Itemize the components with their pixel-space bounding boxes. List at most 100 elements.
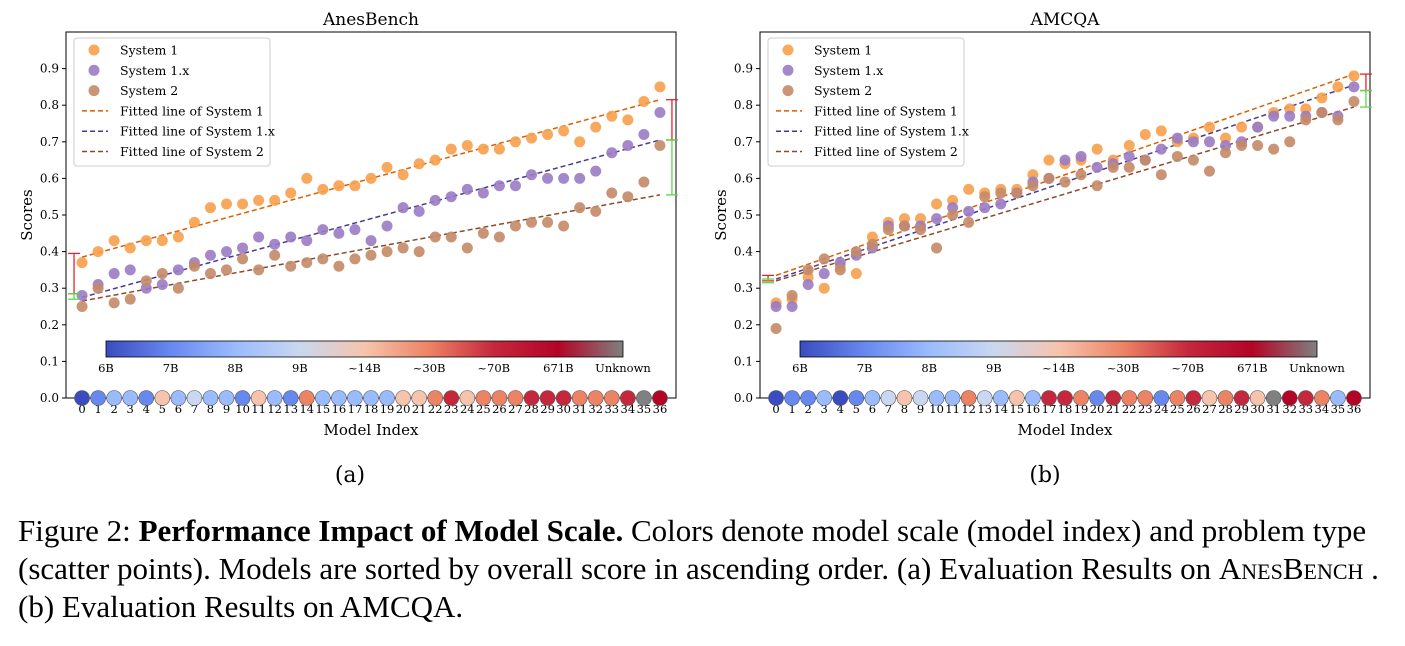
data-point	[1300, 114, 1312, 126]
model-scale-dot	[475, 390, 492, 406]
data-point	[429, 194, 441, 206]
x-tick-label: 33	[1298, 402, 1313, 416]
colorbar-label: 6B	[98, 361, 114, 375]
model-scale-dot	[491, 390, 508, 406]
x-tick-label: 34	[621, 402, 636, 416]
y-tick-label: 0.3	[40, 281, 59, 295]
model-scale-dot	[1089, 390, 1105, 406]
panel-label-a: (a)	[335, 463, 365, 488]
data-point	[397, 169, 409, 181]
data-point	[850, 246, 862, 258]
model-scale-dot	[507, 390, 524, 406]
legend-marker	[782, 64, 794, 76]
colorbar-label: 671B	[543, 361, 573, 375]
x-tick-label: 27	[1202, 402, 1217, 416]
data-point	[156, 268, 168, 280]
model-scale-dot	[976, 390, 993, 406]
data-point	[1284, 110, 1296, 122]
model-scale-dot	[1185, 390, 1202, 406]
legend-label: System 1.x	[120, 63, 189, 78]
chart-anesbench: AnesBench 0.0 0.1 0.2 0.3 0.4 0.5 0.6 0.7 0.8 0.9 S…	[18, 10, 678, 439]
x-tick-label: 7	[191, 402, 198, 416]
data-point	[221, 246, 233, 258]
data-point	[526, 169, 538, 181]
data-point	[606, 110, 618, 122]
data-point	[947, 209, 959, 221]
data-point	[931, 213, 943, 225]
model-scale-dot	[896, 390, 913, 406]
model-scale-dot	[315, 390, 331, 406]
x-tick-label: 2	[110, 402, 117, 416]
colorbar-label: 6B	[792, 361, 808, 375]
colorbar-label: 8B	[227, 361, 243, 375]
x-tick-label: 1	[94, 402, 101, 416]
model-scale-dot	[587, 390, 604, 406]
x-tick-label: 22	[428, 402, 443, 416]
data-point	[1059, 176, 1071, 188]
data-point	[76, 257, 88, 269]
data-point	[477, 227, 489, 239]
data-point	[1123, 150, 1135, 162]
y-tick-label: 0.6	[734, 171, 753, 185]
model-scale-dot	[459, 390, 476, 406]
model-scale-dot	[218, 390, 235, 406]
data-point	[381, 246, 393, 258]
y-tick-label: 0.7	[40, 135, 59, 149]
data-point	[156, 235, 168, 247]
data-point	[1203, 121, 1215, 133]
x-tick-label: 5	[159, 402, 166, 416]
data-point	[834, 264, 846, 276]
model-scale-dot	[555, 390, 572, 406]
data-point	[349, 253, 361, 265]
data-point	[92, 246, 104, 258]
x-tick-label: 30	[556, 402, 571, 416]
legend-label: Fitted line of System 1.x	[814, 124, 969, 139]
model-scale-dot	[880, 390, 897, 406]
y-tick-label: 0.5	[40, 208, 59, 222]
data-point	[542, 128, 554, 140]
data-point	[1043, 154, 1055, 166]
data-point	[1043, 172, 1055, 184]
x-tick-label: 24	[1154, 402, 1169, 416]
data-point	[606, 147, 618, 159]
x-tick-label: 6	[869, 402, 876, 416]
data-point	[365, 235, 377, 247]
data-point	[1107, 161, 1119, 173]
model-scale-dot	[138, 390, 155, 406]
x-tick-label: 11	[251, 402, 266, 416]
data-point	[898, 220, 910, 232]
data-point	[1059, 154, 1071, 166]
legend-marker	[782, 44, 794, 56]
model-scale-dot	[992, 390, 1009, 406]
colorbar-label: ~30B	[413, 361, 446, 375]
figure-caption: Figure 2: Performance Impact of Model Sc…	[18, 512, 1388, 626]
colorbar-label: ~14B	[348, 361, 381, 375]
data-point	[493, 143, 505, 155]
data-point	[1348, 96, 1360, 108]
model-scale-dot	[800, 390, 816, 406]
data-point	[979, 191, 991, 203]
model-scale-dot	[250, 390, 267, 406]
x-tick-label: 3	[127, 402, 134, 416]
data-point	[188, 260, 200, 272]
legend-label: System 2	[120, 83, 178, 98]
data-point	[995, 198, 1007, 210]
data-point	[429, 231, 441, 243]
colorbar-label: ~70B	[477, 361, 510, 375]
data-point	[365, 172, 377, 184]
caption-text-2: . (b) Evaluation Results on AMCQA.	[18, 551, 1379, 624]
data-point	[1284, 136, 1296, 148]
model-scale-dot	[379, 390, 395, 406]
model-scale-dot	[186, 390, 203, 406]
figure-canvas: AnesBench 0.0 0.1 0.2 0.3 0.4 0.5 0.6 0.7 0.8 0.9 S…	[18, 10, 1372, 488]
x-tick-label: 9	[223, 402, 230, 416]
data-point	[188, 216, 200, 228]
model-scale-dot	[427, 390, 444, 406]
caption-text-1: Colors denote model scale (model index) …	[18, 513, 1367, 586]
x-tick-label: 24	[460, 402, 475, 416]
data-point	[445, 191, 457, 203]
caption-prefix: Figure 2:	[18, 513, 139, 548]
x-tick-label: 3	[821, 402, 828, 416]
data-point	[509, 220, 521, 232]
x-tick-label: 1	[788, 402, 795, 416]
